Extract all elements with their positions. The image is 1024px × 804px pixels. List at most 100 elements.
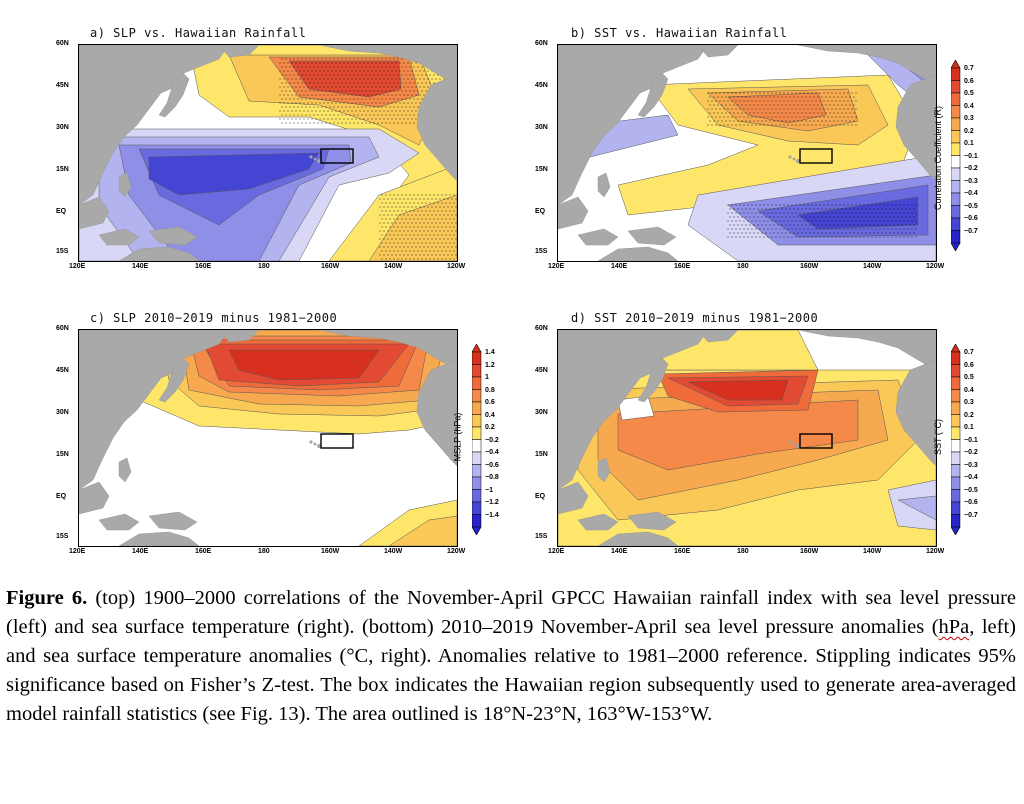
lon-tick: 140W: [384, 263, 403, 270]
lat-tick: 45N: [535, 367, 548, 374]
lat-tick: 60N: [56, 325, 69, 332]
colorbar-tick-label: 0.6: [964, 77, 974, 85]
colorbar-tick-label: −0.5: [964, 486, 978, 494]
colorbar-tick-label: −0.1: [964, 152, 978, 160]
lon-tick: 180: [258, 263, 270, 270]
lon-tick: 120E: [548, 263, 565, 270]
lon-tick: 160W: [321, 263, 340, 270]
lon-tick: 140E: [132, 263, 149, 270]
lat-tick: 45N: [56, 82, 69, 89]
lon-tick: 120W: [447, 548, 466, 555]
colorbar-tick-label: 0.3: [964, 115, 974, 122]
lon-tick: 120W: [926, 263, 945, 270]
colorbar-tick-label: 0.4: [485, 411, 495, 419]
colorbar-tick-label: −0.3: [964, 177, 978, 185]
colorbar-tick-label: 0.7: [964, 65, 974, 72]
caption-hpa: hPa: [938, 616, 970, 638]
colorbar-tick-label: 0.2: [964, 411, 974, 419]
colorbar-tick-label: 0.8: [485, 386, 495, 394]
lon-tick: 160W: [321, 548, 340, 555]
lon-tick: 160W: [800, 548, 819, 555]
colorbar-tick-label: −0.6: [485, 461, 499, 469]
figure-label: Figure 6.: [6, 587, 88, 609]
panel-title: a) SLP vs. Hawaiian Rainfall: [90, 26, 307, 40]
colorbar-sst: [951, 344, 961, 535]
colorbar-tick-label: −1.4: [485, 511, 499, 519]
colorbar-tick-label: −0.4: [964, 474, 978, 481]
panel-title: b) SST vs. Hawaiian Rainfall: [571, 26, 788, 40]
colorbar-tick-label: 1.4: [485, 349, 495, 356]
lat-tick: 30N: [535, 409, 548, 416]
colorbar-corr: [951, 60, 961, 251]
colorbar-tick-label: −0.7: [964, 511, 978, 519]
colorbar-tick-label: −1: [485, 486, 493, 494]
colorbar-tick-label: −0.3: [964, 461, 978, 469]
lon-tick: 140E: [611, 263, 628, 270]
panel-title: c) SLP 2010−2019 minus 1981−2000: [90, 311, 338, 325]
figure-caption: Figure 6. (top) 1900–2000 correlations o…: [6, 584, 1016, 729]
colorbar-tick-label: −0.1: [964, 436, 978, 444]
lon-tick: 140W: [863, 263, 882, 270]
lon-tick: 160E: [674, 263, 691, 270]
lat-tick: 15N: [535, 451, 548, 458]
lat-tick: 30N: [56, 124, 69, 131]
lat-tick: EQ: [535, 208, 546, 215]
lat-tick: 45N: [56, 367, 69, 374]
colorbar-tick-label: −0.6: [964, 215, 978, 222]
lat-tick: EQ: [56, 208, 67, 215]
lat-tick: 45N: [535, 82, 548, 89]
colorbar-tick-label: −0.2: [485, 436, 499, 444]
lon-tick: 120E: [69, 548, 86, 555]
colorbar-tick-label: 0.3: [964, 399, 974, 406]
colorbar-tick-label: −0.4: [964, 190, 978, 197]
lat-tick: 15N: [56, 166, 69, 173]
colorbar-tick-label: −0.2: [964, 165, 978, 172]
lat-tick: 15N: [535, 166, 548, 173]
colorbar-tick-label: −0.7: [964, 227, 978, 235]
colorbar-tick-label: 0.1: [964, 140, 974, 147]
colorbar-tick-label: 1: [485, 374, 489, 381]
lat-tick: 15S: [56, 533, 69, 540]
lat-tick: 15S: [535, 248, 548, 255]
colorbar-tick-label: 0.5: [964, 90, 974, 97]
colorbar-tick-label: 0.6: [964, 361, 974, 369]
map-b: [557, 44, 937, 262]
colorbar-title: MSLP (hPa): [451, 412, 462, 462]
colorbar-tick-label: 0.4: [964, 102, 974, 110]
colorbar-tick-label: 0.1: [964, 424, 974, 431]
lon-tick: 120W: [447, 263, 466, 270]
lon-tick: 160E: [195, 548, 212, 555]
colorbar-tick-label: −0.5: [964, 202, 978, 210]
colorbar-tick-label: 0.5: [964, 374, 974, 381]
colorbar-slp: [472, 344, 482, 535]
lat-tick: EQ: [56, 493, 67, 500]
colorbar-title: SST (°C): [932, 419, 943, 455]
colorbar-tick-label: −0.6: [964, 499, 978, 506]
colorbar-tick-label: −0.2: [964, 449, 978, 456]
lon-tick: 160W: [800, 263, 819, 270]
lon-tick: 140E: [132, 548, 149, 555]
map-d: [557, 329, 937, 547]
colorbar-tick-label: 0.2: [485, 424, 495, 431]
map-a: [78, 44, 458, 262]
colorbar-tick-label: 0.4: [964, 386, 974, 394]
lon-tick: 180: [258, 548, 270, 555]
lon-tick: 140E: [611, 548, 628, 555]
lon-tick: 160E: [674, 548, 691, 555]
lon-tick: 160E: [195, 263, 212, 270]
lat-tick: 60N: [535, 325, 548, 332]
lat-tick: 60N: [535, 40, 548, 47]
colorbar-tick-label: 0.6: [485, 399, 495, 406]
lat-tick: 60N: [56, 40, 69, 47]
colorbar-tick-label: 1.2: [485, 361, 495, 369]
lat-tick: 30N: [535, 124, 548, 131]
colorbar-tick-label: 0.7: [964, 349, 974, 356]
lat-tick: 30N: [56, 409, 69, 416]
lon-tick: 180: [737, 263, 749, 270]
lat-tick: EQ: [535, 493, 546, 500]
lon-tick: 120E: [548, 548, 565, 555]
lon-tick: 140W: [384, 548, 403, 555]
colorbar-title: Correlation Coefficient (R): [932, 106, 943, 210]
map-c: [78, 329, 458, 547]
lat-tick: 15S: [535, 533, 548, 540]
